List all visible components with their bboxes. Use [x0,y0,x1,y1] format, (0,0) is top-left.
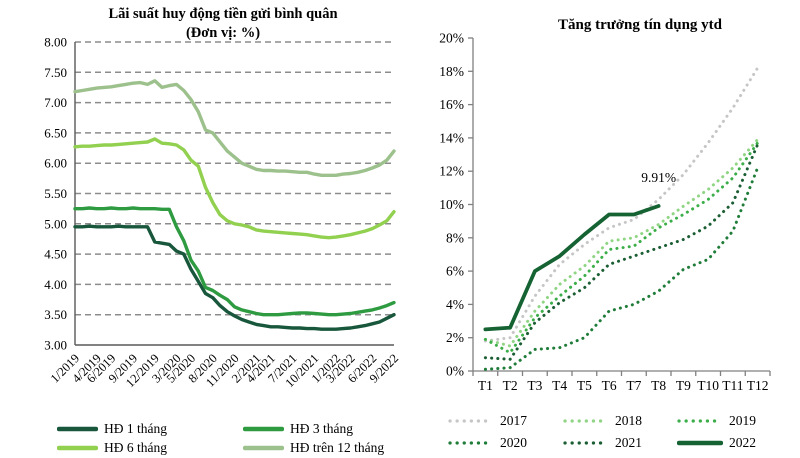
line-swatch-icon [677,440,723,446]
legend-item-2021: 2021 [563,432,677,454]
svg-text:7.50: 7.50 [44,65,67,80]
dotted-swatch-icon [563,419,609,423]
line-swatch-icon [57,445,98,450]
svg-text:6%: 6% [446,264,464,279]
svg-text:18%: 18% [439,64,464,79]
svg-text:3.50: 3.50 [44,307,67,322]
legend-item-hd-3-thang: HĐ 3 tháng [243,419,384,438]
dotted-swatch-icon [448,441,494,445]
svg-text:0%: 0% [446,364,464,379]
dotted-swatch-icon [448,419,494,423]
legend-item-2020: 2020 [448,432,563,454]
line-swatch-icon [57,426,98,431]
legend-label: 2017 [500,413,527,428]
svg-text:T12: T12 [747,378,769,393]
svg-text:3.00: 3.00 [44,338,67,353]
legend-label: 2020 [500,435,527,450]
svg-text:4%: 4% [446,297,464,312]
svg-text:T7: T7 [626,378,641,393]
svg-text:16%: 16% [439,97,464,112]
svg-text:6.50: 6.50 [44,125,67,140]
svg-text:8%: 8% [446,230,464,245]
svg-text:7.00: 7.00 [44,95,67,110]
svg-text:T3: T3 [527,378,542,393]
svg-text:5.00: 5.00 [44,216,67,231]
legend-item-2019: 2019 [677,410,756,432]
legend-item-2018: 2018 [563,410,677,432]
svg-text:T5: T5 [577,378,592,393]
legend-label: HĐ 6 tháng [104,439,167,455]
svg-text:8.00: 8.00 [44,35,67,50]
legend-label: 2019 [729,413,756,428]
svg-text:12%: 12% [439,164,464,179]
svg-text:9.91%: 9.91% [641,170,676,185]
svg-text:T10: T10 [697,378,719,393]
svg-text:T2: T2 [503,378,518,393]
legend-item-hd-tren-12-thang: HĐ trên 12 tháng [243,438,384,457]
legend-label: HĐ trên 12 tháng [290,439,385,455]
svg-text:T1: T1 [478,378,493,393]
dotted-swatch-icon [563,441,609,445]
svg-text:14%: 14% [439,130,464,145]
svg-text:T8: T8 [651,378,666,393]
legend-label: 2021 [615,435,642,450]
legend-label: 2018 [615,413,642,428]
svg-text:4.00: 4.00 [44,277,67,292]
credit-growth-legend: 2017 2018 2019 2020 2021 2022 [448,410,756,454]
svg-text:2%: 2% [446,330,464,345]
dotted-swatch-icon [677,419,723,423]
line-swatch-icon [243,445,284,450]
line-swatch-icon [243,426,284,431]
svg-text:10%: 10% [439,197,464,212]
deposit-rate-legend: HĐ 1 tháng HĐ 3 tháng HĐ 6 tháng HĐ trên… [57,419,384,457]
legend-item-2022: 2022 [677,432,756,454]
svg-text:T9: T9 [676,378,691,393]
svg-text:4.50: 4.50 [44,247,67,262]
legend-item-2017: 2017 [448,410,563,432]
legend-item-hd-1-thang: HĐ 1 tháng [57,419,243,438]
legend-label: HĐ 1 tháng [104,420,167,436]
legend-item-hd-6-thang: HĐ 6 tháng [57,438,243,457]
svg-text:T6: T6 [602,378,617,393]
svg-text:T11: T11 [722,378,743,393]
legend-label: 2022 [729,435,756,450]
svg-text:5.50: 5.50 [44,186,67,201]
svg-text:6.00: 6.00 [44,156,67,171]
svg-text:T4: T4 [552,378,567,393]
svg-text:20%: 20% [439,31,464,46]
legend-label: HĐ 3 tháng [290,420,353,436]
